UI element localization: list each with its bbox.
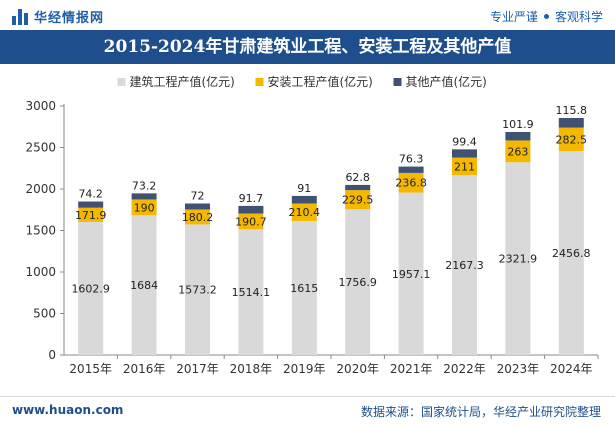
bar-other-1[interactable] <box>131 193 157 200</box>
x-tick-label: 2016年 <box>123 362 166 376</box>
footer: www.huaon.com 数据来源：国家统计局，华经产业研究院整理 <box>0 397 615 427</box>
data-label-other: 91.7 <box>239 192 264 205</box>
legend-swatch-other <box>393 78 402 86</box>
bar-installation-7[interactable] <box>452 157 477 176</box>
data-label-construction: 2456.8 <box>552 247 591 260</box>
data-label-construction: 1756.9 <box>338 276 377 289</box>
brand-name: 华经情报网 <box>34 11 105 26</box>
legend-label-installation: 安装工程产值(亿元) <box>268 74 373 89</box>
bar-installation-8[interactable] <box>505 140 531 163</box>
tagline-left: 专业严谨 <box>489 10 538 24</box>
footer-source: 数据来源：国家统计局，华经产业研究院整理 <box>360 405 601 419</box>
data-label-construction: 1514.1 <box>232 286 271 299</box>
bar-construction-4[interactable] <box>291 220 317 355</box>
data-label-installation: 180.2 <box>182 211 214 224</box>
bar-other-3[interactable] <box>238 205 264 214</box>
data-label-installation: 263 <box>507 145 528 158</box>
top-bar: 华经情报网 专业严谨 客观科学 <box>0 0 615 30</box>
stacked-bar-chart: 建筑工程产值(亿元) 安装工程产值(亿元) 其他产值(亿元) 0 500 1000 1500… <box>25 74 599 376</box>
tagline-right: 客观科学 <box>554 10 603 24</box>
x-tick-label: 2020年 <box>336 362 379 376</box>
data-label-installation: 229.5 <box>342 194 374 207</box>
y-tick-label: 500 <box>33 307 56 321</box>
data-label-construction: 1602.9 <box>71 282 110 295</box>
data-label-other: 76.3 <box>399 153 424 166</box>
data-label-other: 91 <box>297 182 311 195</box>
legend-swatch-installation <box>255 78 264 86</box>
bar-other-8[interactable] <box>505 131 531 141</box>
bar-other-7[interactable] <box>452 149 477 158</box>
data-label-other: 115.8 <box>556 104 588 117</box>
bar-construction-2[interactable] <box>185 224 210 355</box>
footer-divider <box>0 396 615 397</box>
bar-other-2[interactable] <box>185 203 210 210</box>
bar-construction-5[interactable] <box>345 209 371 355</box>
y-tick-label: 2500 <box>25 141 56 155</box>
legend-label-construction: 建筑工程产值(亿元) <box>130 74 235 89</box>
data-label-other: 74.2 <box>78 188 103 201</box>
x-tick-label: 2015年 <box>69 362 112 376</box>
y-tick-label: 2000 <box>25 182 56 196</box>
bar-installation-3[interactable] <box>238 213 264 230</box>
bar-construction-7[interactable] <box>452 175 477 355</box>
bar-installation-5[interactable] <box>345 190 371 210</box>
footer-url[interactable]: www.huaon.com <box>12 403 124 417</box>
data-label-installation: 211 <box>454 160 475 173</box>
data-label-construction: 2167.3 <box>445 259 484 272</box>
data-label-construction: 1615 <box>290 282 318 295</box>
x-tick-label: 2017年 <box>176 362 219 376</box>
x-tick-label: 2022年 <box>443 362 486 376</box>
data-label-installation: 282.5 <box>556 133 588 146</box>
bar-installation-6[interactable] <box>398 172 424 193</box>
x-tick-label: 2024年 <box>550 362 593 376</box>
data-label-construction: 1573.2 <box>178 284 217 297</box>
bar-installation-4[interactable] <box>291 203 317 221</box>
y-tick-label: 0 <box>48 348 56 362</box>
legend-label-other: 其他产值(亿元) <box>406 74 487 89</box>
bar-other-9[interactable] <box>558 118 584 128</box>
data-label-other: 73.2 <box>132 179 157 192</box>
data-label-installation: 210.4 <box>289 206 321 219</box>
y-tick-label: 3000 <box>25 99 56 113</box>
data-label-installation: 236.8 <box>395 177 427 190</box>
data-label-installation: 190 <box>134 201 155 214</box>
bar-other-6[interactable] <box>398 166 424 173</box>
data-label-installation: 190.7 <box>235 215 267 228</box>
x-tick-label: 2021年 <box>390 362 433 376</box>
y-tick-label: 1000 <box>25 265 56 279</box>
bar-installation-0[interactable] <box>78 207 104 222</box>
bar-construction-9[interactable] <box>558 151 584 355</box>
data-label-other: 72 <box>191 189 205 202</box>
x-tick-label: 2023年 <box>497 362 540 376</box>
data-label-construction: 1957.1 <box>392 268 431 281</box>
brand-logo-icon <box>12 8 28 25</box>
bar-installation-9[interactable] <box>558 127 584 152</box>
bar-construction-3[interactable] <box>238 229 264 355</box>
bar-construction-6[interactable] <box>398 192 424 355</box>
bar-construction-0[interactable] <box>78 221 104 355</box>
bar-construction-1[interactable] <box>131 215 157 355</box>
data-label-construction: 2321.9 <box>499 253 538 266</box>
bar-construction-8[interactable] <box>505 162 531 355</box>
legend-swatch-construction <box>117 78 126 86</box>
tagline-dot-icon <box>543 14 549 19</box>
y-tick-label: 1500 <box>25 224 56 238</box>
x-tick-label: 2018年 <box>230 362 273 376</box>
bar-other-5[interactable] <box>345 184 371 191</box>
data-label-installation: 171.9 <box>75 209 107 222</box>
x-tick-label: 2019年 <box>283 362 326 376</box>
chart-title: 2015-2024年甘肃建筑业工程、安装工程及其他产值 <box>103 37 512 57</box>
bar-installation-2[interactable] <box>185 209 210 225</box>
bar-other-0[interactable] <box>78 201 104 208</box>
bar-other-4[interactable] <box>291 195 317 204</box>
tagline: 专业严谨 客观科学 <box>490 8 603 25</box>
data-label-construction: 1684 <box>130 279 158 292</box>
data-label-other: 62.8 <box>345 171 370 184</box>
brand[interactable]: 华经情报网 <box>12 7 104 26</box>
data-label-other: 99.4 <box>452 135 477 148</box>
title-bar: 2015-2024年甘肃建筑业工程、安装工程及其他产值 <box>0 30 615 64</box>
bar-installation-1[interactable] <box>131 199 157 216</box>
data-label-other: 101.9 <box>502 118 534 131</box>
